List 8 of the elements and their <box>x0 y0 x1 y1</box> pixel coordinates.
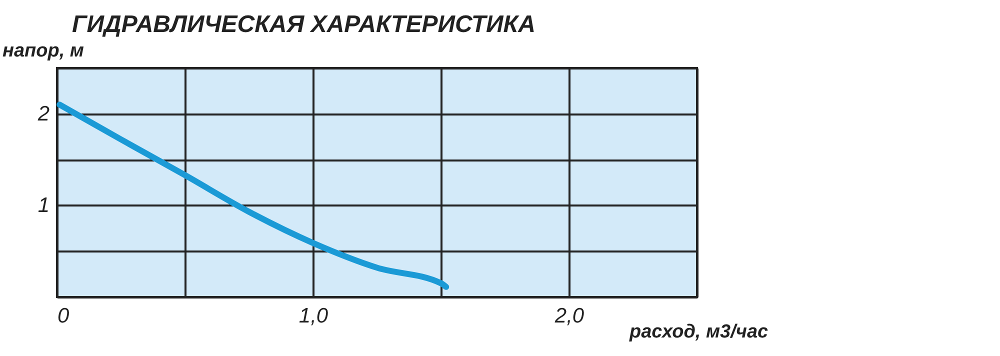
y-tick-label: 2 <box>36 102 50 126</box>
x-axis-title: расход, м3/час <box>628 322 769 342</box>
y-tick-label: 1 <box>38 194 50 217</box>
y-axis-title: напор, м <box>2 40 84 62</box>
x-tick-label: 2,0 <box>554 304 584 328</box>
x-tick-label: 0 <box>58 304 70 328</box>
chart-title: ГИДРАВЛИЧЕСКАЯ ХАРАКТЕРИСТИКА <box>72 11 536 38</box>
x-tick-label: 1,0 <box>298 304 328 328</box>
